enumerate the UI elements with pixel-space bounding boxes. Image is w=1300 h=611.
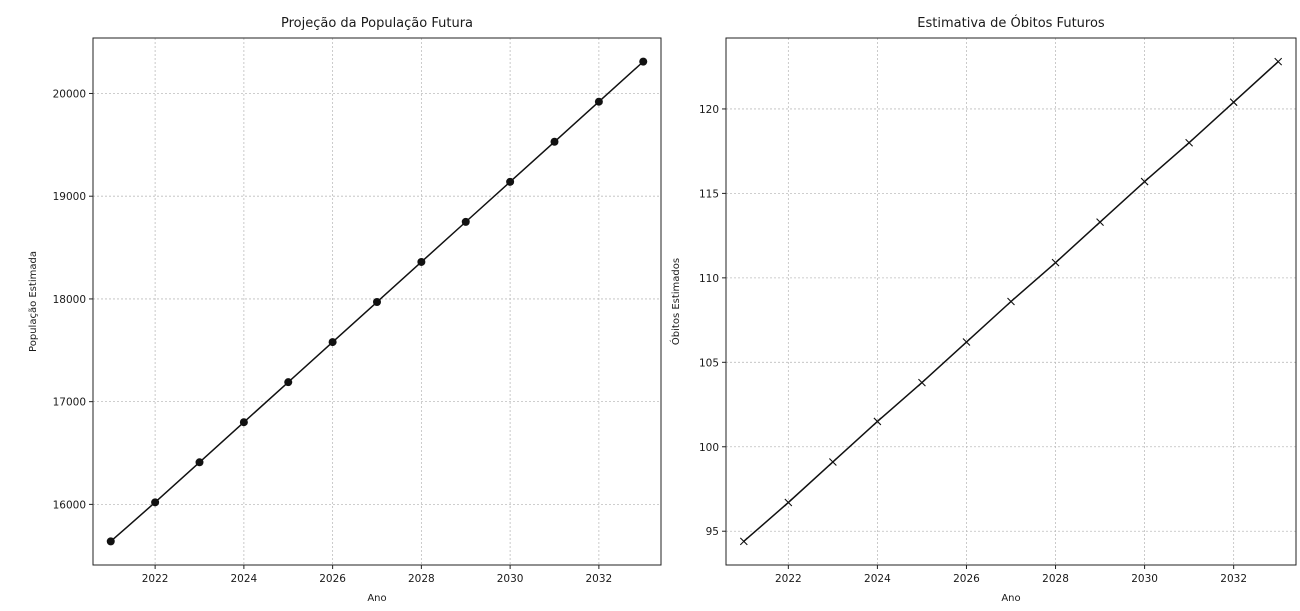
deaths-x-tick-label: 2032 (1220, 573, 1247, 585)
deaths-data-point (1140, 177, 1149, 186)
population-data-point (594, 97, 603, 106)
deaths-data-point (1007, 297, 1015, 306)
population-chart-title: Projeção da População Futura (281, 16, 473, 31)
population-x-tick-label: 2026 (319, 573, 346, 585)
deaths-x-tick-label: 2030 (1131, 573, 1158, 585)
deaths-x-tick-label: 2028 (1042, 573, 1069, 585)
population-ticks: 2022 2024 2026 2028 2030 2032 16000 17000 18000 1… (53, 88, 613, 585)
deaths-chart-title: Estimativa de Óbitos Futuros (917, 15, 1105, 31)
deaths-y-tick-label: 100 (699, 442, 719, 454)
deaths-data-point (918, 378, 926, 387)
deaths-y-axis-label: Óbitos Estimados (669, 258, 682, 345)
population-x-tick-label: 2032 (586, 573, 613, 585)
deaths-grid (726, 38, 1296, 565)
population-chart: Projeção da População Futura 2022 2024 202… (28, 16, 662, 604)
population-y-tick-label: 19000 (53, 191, 86, 203)
population-data-point (373, 298, 381, 307)
deaths-y-tick-label: 120 (699, 104, 719, 116)
population-x-tick-label: 2024 (231, 573, 258, 585)
deaths-data-point (784, 498, 793, 507)
population-x-axis-label: Ano (367, 593, 386, 604)
deaths-data-point (828, 458, 837, 466)
population-data-point (284, 378, 293, 387)
deaths-x-tick-label: 2022 (775, 573, 802, 585)
deaths-data-point (739, 537, 748, 546)
population-data-point (239, 418, 248, 427)
population-y-tick-label: 17000 (53, 397, 86, 409)
deaths-chart: Estimativa de Óbitos Futuros 2022 2024 202… (669, 15, 1297, 604)
population-x-tick-label: 2022 (142, 573, 169, 585)
deaths-data-point (873, 417, 882, 426)
deaths-y-tick-label: 95 (706, 526, 719, 538)
population-y-tick-label: 18000 (53, 294, 86, 306)
deaths-ticks: 2022 2024 2026 2028 2030 2032 95 100 105 110 115 12… (699, 104, 1247, 585)
population-x-tick-label: 2028 (408, 573, 435, 585)
population-data-point (328, 338, 337, 347)
population-y-axis-label: População Estimada (28, 251, 39, 352)
population-y-tick-label: 16000 (53, 499, 86, 511)
population-data-point (417, 257, 426, 266)
deaths-y-tick-label: 105 (699, 357, 719, 369)
population-x-tick-label: 2030 (497, 573, 524, 585)
population-plot-area (92, 37, 662, 566)
deaths-data-point (962, 338, 971, 346)
deaths-data-point (1274, 57, 1283, 66)
population-data-point (151, 498, 160, 507)
population-data-point (106, 537, 115, 546)
population-data-point (506, 177, 515, 186)
population-data-point (639, 57, 648, 66)
deaths-plot-area (725, 37, 1297, 566)
population-data-point (550, 137, 559, 146)
deaths-data-point (1185, 138, 1194, 147)
deaths-data-point (1096, 218, 1104, 227)
deaths-y-tick-label: 110 (699, 273, 719, 285)
deaths-x-tick-label: 2026 (953, 573, 980, 585)
population-y-tick-label: 20000 (53, 88, 86, 100)
deaths-y-tick-label: 115 (699, 188, 719, 200)
deaths-series (739, 57, 1283, 546)
deaths-data-point (1229, 98, 1238, 107)
deaths-data-point (1051, 258, 1060, 267)
deaths-x-axis-label: Ano (1001, 593, 1020, 604)
population-data-point (461, 217, 470, 226)
deaths-x-tick-label: 2024 (864, 573, 891, 585)
population-series (106, 57, 648, 546)
population-data-point (195, 458, 204, 467)
